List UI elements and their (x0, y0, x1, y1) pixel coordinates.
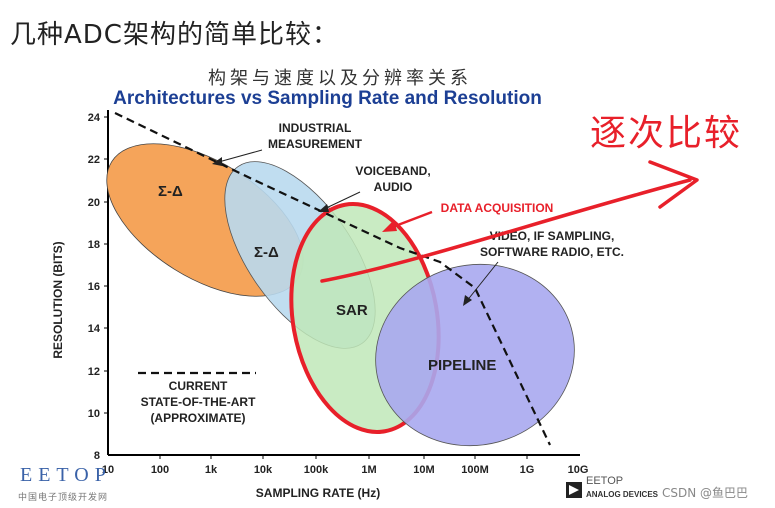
industrial-callout-line1: INDUSTRIAL (279, 121, 352, 135)
sigma-delta-label-1: Σ-Δ (158, 183, 183, 200)
x-tick-10: 10 (102, 464, 114, 476)
eetop-logo: EETOP (20, 464, 112, 486)
state-of-the-art-line (114, 112, 551, 446)
page-heading: 几种ADC架构的简单比较： (10, 20, 339, 50)
x-tick-100k: 100k (304, 464, 329, 476)
annotation-text: 逐次比较 (590, 113, 743, 154)
y-tick-16: 16 (88, 281, 100, 293)
data-acquisition-callout: DATA ACQUISITION (441, 201, 554, 215)
english-title: Architectures vs Sampling Rate and Resol… (113, 88, 542, 109)
y-tick-22: 22 (88, 154, 100, 166)
analog-devices-logo-text: ANALOG DEVICES (586, 490, 659, 499)
industrial-callout-line2: MEASUREMENT (268, 137, 363, 151)
industrial-arrow (214, 149, 263, 164)
y-tick-20: 20 (88, 197, 100, 209)
eetop-watermark: EETOP (586, 475, 624, 487)
x-tick-10G: 10G (568, 464, 589, 476)
x-tick-100: 100 (151, 464, 169, 476)
y-tick-12: 12 (88, 366, 100, 378)
csdn-watermark: CSDN @鱼巴巴 (662, 486, 749, 500)
x-axis-label: SAMPLING RATE (Hz) (256, 486, 380, 500)
x-ticks: 10 100 1k 10k 100k 1M 10M 100M 1G 10G (102, 455, 589, 476)
legend-line3: (APPROXIMATE) (150, 411, 245, 425)
data-acquisition-arrow (389, 210, 433, 230)
x-tick-10k: 10k (254, 464, 273, 476)
sigma-delta-label-2: Σ-Δ (254, 244, 279, 261)
y-tick-8: 8 (94, 450, 100, 462)
y-ticks: 8 10 12 14 16 18 20 22 24 (88, 112, 108, 462)
y-tick-14: 14 (88, 323, 101, 335)
eetop-logo-subtitle: 中国电子顶级开发网 (18, 493, 109, 503)
chinese-subtitle: 构架与速度以及分辨率关系 (208, 68, 472, 89)
voiceband-arrow (321, 191, 361, 211)
legend-line2: STATE-OF-THE-ART (141, 395, 257, 409)
x-tick-10M: 10M (413, 464, 434, 476)
video-callout-line2: SOFTWARE RADIO, ETC. (480, 245, 624, 259)
annotation-arrow-line (320, 178, 692, 283)
y-axis-label: RESOLUTION (BITS) (51, 241, 65, 358)
x-tick-1k: 1k (205, 464, 218, 476)
video-callout-line1: VIDEO, IF SAMPLING, (490, 229, 615, 243)
x-tick-100M: 100M (461, 464, 489, 476)
video-arrow (465, 261, 499, 303)
pipeline-region (375, 263, 575, 447)
voiceband-callout-line1: VOICEBAND, (355, 164, 430, 178)
x-tick-1M: 1M (361, 464, 376, 476)
analog-devices-logo-icon (566, 482, 582, 498)
x-tick-1G: 1G (520, 464, 535, 476)
y-tick-24: 24 (88, 112, 101, 124)
sar-label: SAR (336, 302, 368, 319)
annotation-arrow-head (648, 160, 699, 209)
legend-line1: CURRENT (169, 379, 228, 393)
y-tick-18: 18 (88, 239, 100, 251)
pipeline-label: PIPELINE (428, 357, 496, 374)
voiceband-callout-line2: AUDIO (374, 180, 413, 194)
y-tick-10: 10 (88, 408, 100, 420)
